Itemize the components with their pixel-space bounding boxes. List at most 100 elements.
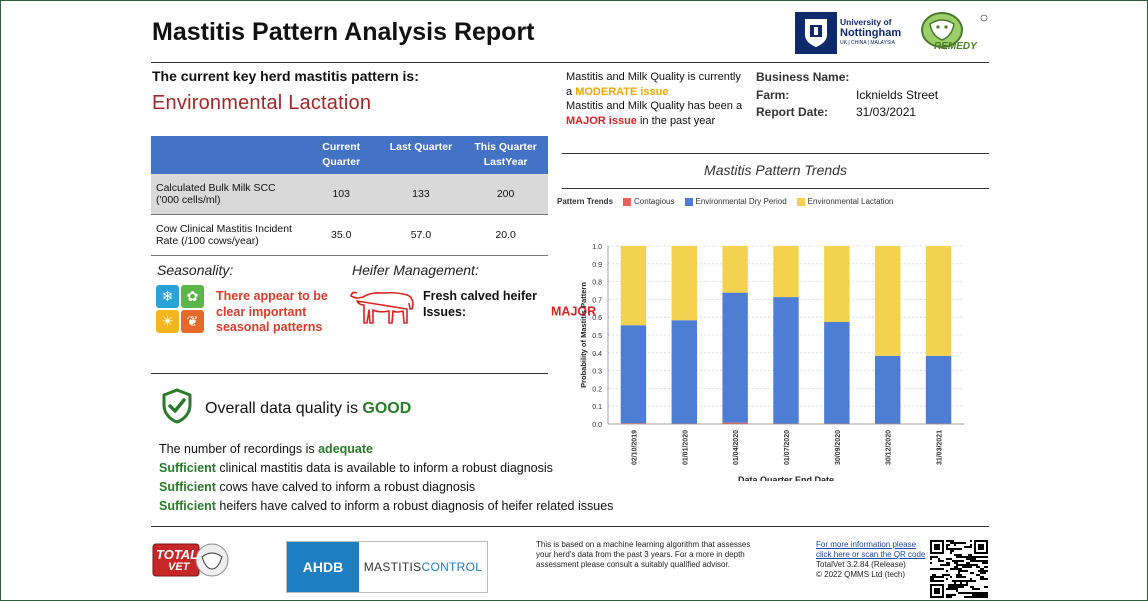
dq-line-highlight: Sufficient [159, 480, 216, 494]
chart-top-divider [562, 153, 989, 154]
farm-label: Farm: [756, 87, 790, 102]
heifer-text: Fresh calved heifer Issues: MAJOR [423, 289, 596, 320]
bar-segment [824, 322, 850, 424]
bar-segment [773, 297, 799, 424]
bar-segment [773, 246, 799, 298]
heifer-status: MAJOR [551, 304, 597, 319]
y-tick-label: 0.2 [592, 386, 602, 393]
kpi-header-last: Last Quarter [378, 136, 464, 174]
dq-line-suffix: clinical mastitis data is available to i… [215, 461, 553, 475]
mastitis-control-text: MASTITIS CONTROL [359, 542, 487, 592]
x-tick-label: 01/01/2020 [682, 430, 689, 465]
y-tick-label: 0.3 [592, 369, 602, 376]
ahdb-logo: AHDB MASTITIS CONTROL [286, 541, 488, 593]
report-date-value: 31/03/2021 [856, 105, 917, 119]
x-tick-label: 31/03/2021 [937, 430, 944, 465]
x-tick-label: 30/12/2020 [886, 430, 893, 465]
seasonality-text: There appear to be clear important seaso… [216, 289, 328, 334]
bar-segment [722, 422, 748, 424]
bar-segment [925, 355, 952, 424]
legend-title: Pattern Trends [557, 197, 614, 206]
footer-divider [151, 526, 989, 527]
y-tick-label: 1.0 [592, 244, 602, 251]
bar-segment [875, 355, 901, 424]
bar-segment [620, 325, 647, 424]
y-tick-label: 0.1 [592, 404, 602, 411]
chart-title: Mastitis Pattern Trends [704, 162, 847, 178]
kpi-table: Current Quarter Last Quarter This Quarte… [151, 136, 548, 256]
flower-icon: ✿ [181, 285, 204, 308]
legend-item: Environmental Lactation [796, 197, 894, 206]
mq-line-2: Mastitis and Milk Quality has been a MAJ… [566, 99, 746, 128]
qr-code-icon[interactable] [930, 540, 988, 598]
kpi-cell: 133 [378, 174, 464, 215]
bar-segment [875, 246, 901, 356]
mastitis-control-2: CONTROL [421, 560, 483, 574]
bar-segment [671, 320, 697, 424]
dq-line-highlight: adequate [318, 442, 373, 456]
kpi-table-header: Current Quarter Last Quarter This Quarte… [151, 136, 548, 174]
data-quality-overall: Overall data quality is GOOD [205, 400, 411, 418]
kpi-cell: 20.0 [463, 214, 548, 256]
dq-line-highlight: Sufficient [159, 461, 216, 475]
copyright-text: © 2022 QMMS Ltd (tech) [816, 570, 906, 579]
uni-name-1: University of [840, 17, 892, 27]
mq-line1-status: MODERATE issue [575, 85, 669, 98]
business-info: Business Name: Farm: Icknields Street Rep… [756, 69, 938, 122]
bar-segment [824, 246, 850, 323]
x-axis-label: Data Quarter End Date [738, 475, 834, 481]
heifer-text-prefix: Fresh calved heifer Issues: [423, 289, 537, 319]
table-row: Cow Clinical Mastitis Incident Rate (/10… [151, 214, 548, 256]
bar-segment [620, 423, 647, 424]
dq-line: Sufficient heifers have calved to inform… [159, 499, 613, 513]
more-info-link[interactable]: For more information please [816, 540, 917, 549]
bar-segment [620, 246, 647, 326]
kpi-row-label: Cow Clinical Mastitis Incident Rate (/10… [151, 214, 304, 256]
footer-info: For more information please click here o… [816, 540, 925, 580]
seasons-icon-grid: ❄ ✿ ☀ ❦ [156, 285, 204, 333]
heifer-heading: Heifer Management: [352, 262, 479, 278]
x-tick-label: 02/10/2019 [631, 430, 638, 465]
totalvet-text-1: TOTAL [156, 547, 199, 562]
legend-label: Environmental Lactation [807, 197, 894, 206]
chart-title-divider [562, 188, 989, 189]
kpi-row-label: Calculated Bulk Milk SCC ('000 cells/ml) [151, 174, 304, 215]
table-row: Calculated Bulk Milk SCC ('000 cells/ml)… [151, 174, 548, 215]
mq-line1-prefix: Mastitis and Milk Quality is currently a [566, 71, 741, 98]
dq-line: The number of recordings is adequate [159, 442, 373, 456]
ahdb-badge: AHDB [287, 542, 359, 592]
remedy-logo: REMEDY [918, 10, 990, 58]
uni-name-2: Nottingham [840, 27, 902, 39]
shield-check-icon [161, 388, 193, 429]
click-here-link[interactable]: click here or scan the QR code [816, 550, 926, 559]
y-tick-label: 0.6 [592, 315, 602, 322]
milk-quality-summary: Mastitis and Milk Quality is currently a… [566, 70, 746, 128]
version-text: TotalVet 3.2.84 (Release) [816, 560, 906, 569]
bar-segment [671, 246, 697, 321]
key-pattern-label: The current key herd mastitis pattern is… [152, 68, 419, 84]
y-tick-label: 0.4 [592, 351, 602, 358]
business-name-label: Business Name: [756, 70, 850, 84]
kpi-cell: 200 [463, 174, 548, 215]
ahdb-text: AHDB [302, 559, 344, 575]
x-tick-label: 01/04/2020 [733, 430, 740, 465]
y-axis-label: Probability of Mastitis Pattern [579, 282, 588, 388]
farm-value: Icknields Street [856, 87, 939, 102]
legend-label: Contagious [634, 197, 675, 206]
legend-item: Environmental Dry Period [684, 197, 787, 206]
y-tick-label: 0.0 [592, 422, 602, 429]
dq-overall-prefix: Overall data quality is [205, 400, 363, 417]
mq-line2-suffix: in the past year [636, 114, 716, 127]
dq-line-highlight: Sufficient [159, 499, 216, 513]
section-divider [151, 373, 548, 374]
key-pattern-value: Environmental Lactation [152, 92, 372, 114]
mq-line2-prefix: Mastitis and Milk Quality has been a [566, 100, 743, 112]
kpi-cell: 103 [303, 174, 379, 215]
uni-sub: UK | CHINA | MALAYSIA [840, 40, 896, 46]
report-title: Mastitis Pattern Analysis Report [152, 18, 535, 46]
y-tick-label: 0.8 [592, 280, 602, 287]
stacked-bar-chart: 0.0 0.1 0.2 0.3 0.4 0.5 0.6 0.7 0.8 0.9 1.0 02/10/2… [579, 244, 964, 481]
sun-icon: ☀ [156, 310, 179, 333]
kpi-header-last-year: This Quarter LastYear [463, 136, 548, 174]
mq-line-1: Mastitis and Milk Quality is currently a… [566, 70, 746, 99]
